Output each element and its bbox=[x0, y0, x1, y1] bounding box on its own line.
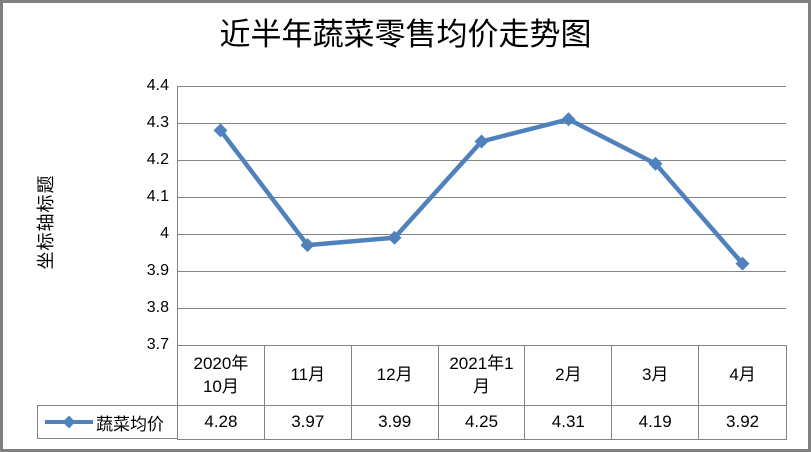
table-header-cell: 2月 bbox=[525, 346, 613, 405]
data-point-marker bbox=[561, 112, 576, 127]
table-value-row: 4.28 3.97 3.99 4.25 4.31 4.19 3.92 bbox=[178, 406, 786, 439]
data-point-marker bbox=[735, 256, 750, 271]
y-axis-tick-label: 4.1 bbox=[146, 188, 169, 205]
y-axis-tick-label: 4 bbox=[160, 225, 169, 242]
table-value-cell: 3.99 bbox=[352, 406, 439, 439]
legend: 蔬菜均价 bbox=[37, 405, 178, 439]
table-value-cell: 4.28 bbox=[178, 406, 265, 439]
table-header-cell: 2021年1 月 bbox=[439, 346, 526, 405]
chart-title: 近半年蔬菜零售均价走势图 bbox=[219, 17, 592, 52]
y-axis-tick-label: 4.2 bbox=[146, 151, 169, 168]
data-point-marker bbox=[213, 123, 228, 138]
data-point-marker bbox=[474, 134, 489, 149]
legend-line-marker-icon bbox=[45, 415, 93, 429]
y-axis-tick-label: 3.9 bbox=[146, 262, 169, 279]
y-axis-tick-label: 4.4 bbox=[146, 77, 169, 94]
table-value-cell: 4.25 bbox=[439, 406, 526, 439]
table-value-cell: 4.19 bbox=[612, 406, 700, 439]
table-header-row: 2020年 10月 11月 12月 2021年1 月 2月 3月 4月 bbox=[178, 346, 786, 406]
table-value-cell: 3.97 bbox=[265, 406, 352, 439]
table-header-cell: 11月 bbox=[265, 346, 352, 405]
table-value-cell: 4.31 bbox=[525, 406, 613, 439]
y-axis-tick-label: 3.7 bbox=[146, 336, 169, 353]
data-point-marker bbox=[300, 238, 315, 253]
diamond-marker-icon bbox=[62, 415, 76, 429]
table-header-cell: 4月 bbox=[729, 365, 756, 385]
data-point-marker bbox=[387, 230, 402, 245]
data-point-marker bbox=[648, 156, 663, 171]
table-header-cell: 12月 bbox=[352, 346, 439, 405]
table-header-cell: 3月 bbox=[612, 346, 700, 405]
y-axis-tick-label: 3.8 bbox=[146, 299, 169, 316]
legend-series-label: 蔬菜均价 bbox=[96, 414, 164, 434]
y-axis-tick-label: 4.3 bbox=[146, 114, 169, 131]
table-value-cell: 3.92 bbox=[726, 412, 760, 432]
data-table: 2020年 10月 11月 12月 2021年1 月 2月 3月 4月 4.28 3.97 3.… bbox=[177, 345, 787, 440]
table-header-cell: 2020年 10月 bbox=[178, 346, 265, 405]
